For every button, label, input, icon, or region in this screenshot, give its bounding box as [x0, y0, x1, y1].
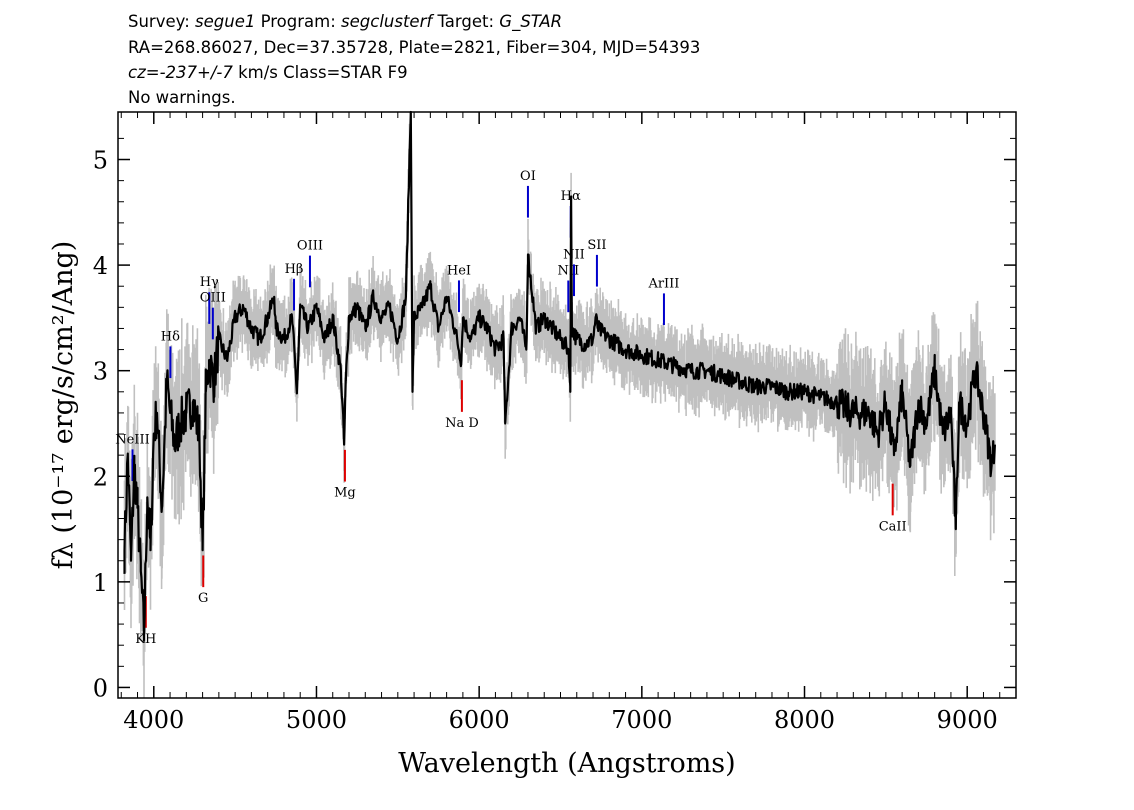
x-tick-label-5: 9000 [937, 706, 998, 734]
x-axis-label: Wavelength (Angstroms) [398, 748, 735, 779]
survey-value: segue1 [195, 12, 256, 31]
line-label-0: NeIII [115, 432, 149, 447]
target-label: Target: [437, 12, 495, 31]
y-tick-label-4: 4 [93, 252, 108, 280]
y-tick-label-5: 5 [93, 147, 108, 175]
y-tick-label-0: 0 [93, 674, 108, 702]
program-value: segclusterf [341, 12, 433, 31]
header-line-3: cz=-237+/-7 km/s Class=STAR F9 [128, 63, 408, 82]
plot-frame [117, 111, 1017, 699]
header-line-2: RA=268.86027, Dec=37.35728, Plate=2821, … [128, 38, 701, 57]
line-label-16: Na D [445, 416, 479, 431]
line-label-5: OIII [297, 239, 323, 254]
header-warnings: No warnings. [128, 88, 236, 107]
line-label-10: NII [563, 247, 585, 262]
y-tick-label-1: 1 [93, 569, 108, 597]
line-label-1: Hδ [161, 329, 180, 344]
cz-value: -237+/-7 [159, 63, 233, 82]
tick-layer: 4000 5000 6000 7000 8000 9000 0 1 2 3 4 5 [93, 112, 1016, 734]
x-tick-label-4: 8000 [774, 706, 835, 734]
line-label-14: G [198, 591, 208, 606]
line-label-11: SII [587, 238, 606, 253]
line-label-4: Hβ [285, 262, 304, 277]
line-label-3: OIII [200, 291, 226, 306]
cz-label: cz= [128, 63, 160, 82]
line-label-6: HeI [447, 263, 471, 278]
line-label-13: KH [135, 632, 156, 647]
flux-layer [123, 110, 996, 642]
line-label-17: CaII [879, 519, 907, 534]
cz-rest: km/s Class=STAR F9 [232, 63, 408, 82]
line-label-8: NII [557, 264, 579, 279]
line-label-12: ArIII [647, 276, 679, 291]
y-tick-label-3: 3 [93, 358, 108, 386]
target-value: G_STAR [499, 12, 563, 31]
y-axis-label: fλ (10⁻¹⁷ erg/s/cm²/Ang) [48, 241, 79, 570]
line-label-15: Mg [334, 486, 356, 501]
line-label-7: OI [520, 169, 536, 184]
program-label: Program: [260, 12, 336, 31]
line-marker-layer: NeIIIHδHγOIIIHβOIIIHeIOINIIHαNIISIIArIII… [115, 169, 906, 647]
survey-label: Survey: [128, 12, 190, 31]
flux-line [123, 110, 996, 642]
line-label-2: Hγ [200, 275, 219, 290]
x-tick-label-2: 6000 [449, 706, 510, 734]
y-tick-label-2: 2 [93, 463, 108, 491]
x-tick-label-0: 4000 [123, 706, 184, 734]
x-tick-label-3: 7000 [611, 706, 672, 734]
header-line-1: Survey: segue1 Program: segclusterf Targ… [128, 12, 563, 31]
x-tick-label-1: 5000 [286, 706, 347, 734]
